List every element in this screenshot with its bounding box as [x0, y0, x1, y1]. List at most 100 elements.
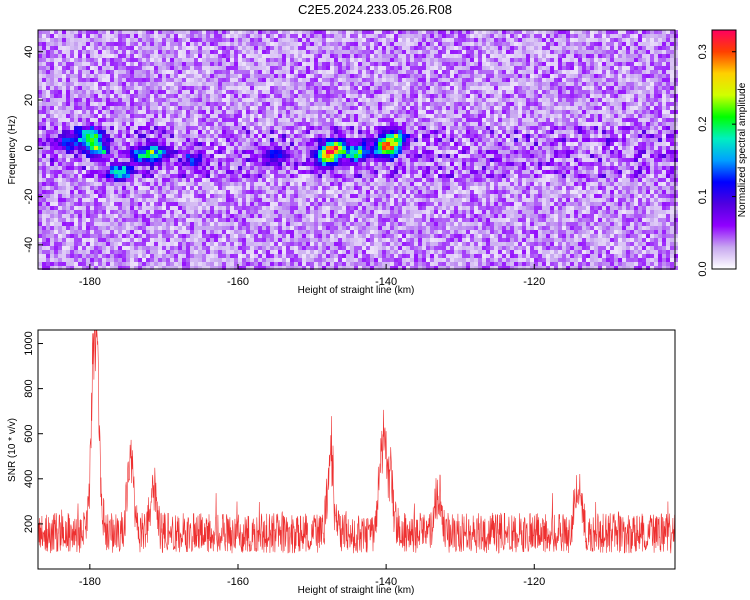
- heatmap-cell: [198, 266, 202, 270]
- heatmap-cell: [202, 250, 206, 254]
- heatmap-cell: [298, 98, 302, 102]
- heatmap-cell: [154, 254, 158, 258]
- heatmap-cell: [250, 154, 254, 158]
- heatmap-cell: [46, 86, 50, 90]
- heatmap-cell: [338, 102, 342, 106]
- heatmap-cell: [46, 78, 50, 82]
- heatmap-cell: [330, 82, 334, 86]
- heatmap-cell: [42, 126, 46, 130]
- heatmap-cell: [142, 230, 146, 234]
- heatmap-cell: [238, 154, 242, 158]
- heatmap-cell: [282, 38, 286, 42]
- heatmap-cell: [350, 138, 354, 142]
- heatmap-cell: [110, 182, 114, 186]
- heatmap-cell: [370, 34, 374, 38]
- heatmap-cell: [114, 226, 118, 230]
- heatmap-cell: [326, 30, 330, 34]
- heatmap-cell: [306, 214, 310, 218]
- heatmap-cell: [238, 38, 242, 42]
- heatmap-cell: [350, 202, 354, 206]
- heatmap-cell: [358, 202, 362, 206]
- heatmap-cell: [258, 242, 262, 246]
- heatmap-cell: [150, 242, 154, 246]
- heatmap-cell: [42, 174, 46, 178]
- heatmap-cell: [318, 150, 322, 154]
- heatmap-cell: [174, 118, 178, 122]
- heatmap-cell: [202, 46, 206, 50]
- heatmap-cell: [246, 58, 250, 62]
- heatmap-cell: [246, 154, 250, 158]
- heatmap-cell: [130, 122, 134, 126]
- heatmap-cell: [86, 78, 90, 82]
- heatmap-cell: [250, 62, 254, 66]
- heatmap-cell: [86, 46, 90, 50]
- heatmap-cell: [106, 238, 110, 242]
- heatmap-cell: [350, 154, 354, 158]
- heatmap-cell: [338, 58, 342, 62]
- heatmap-cell: [146, 42, 150, 46]
- heatmap-cell: [250, 150, 254, 154]
- heatmap-cell: [94, 242, 98, 246]
- heatmap-cell: [358, 210, 362, 214]
- heatmap-cell: [74, 222, 78, 226]
- heatmap-cell: [362, 130, 366, 134]
- heatmap-cell: [290, 54, 294, 58]
- heatmap-cell: [190, 206, 194, 210]
- heatmap-cell: [102, 174, 106, 178]
- heatmap-cell: [238, 34, 242, 38]
- heatmap-cell: [266, 46, 270, 50]
- heatmap-cell: [190, 138, 194, 142]
- heatmap-cell: [42, 38, 46, 42]
- heatmap-cell: [318, 206, 322, 210]
- heatmap-cell: [154, 58, 158, 62]
- heatmap-cell: [38, 62, 42, 66]
- heatmap-cell: [170, 262, 174, 266]
- heatmap-cell: [94, 138, 98, 142]
- heatmap-cell: [278, 182, 282, 186]
- heatmap-cell: [290, 134, 294, 138]
- heatmap-cell: [178, 206, 182, 210]
- heatmap-cell: [54, 78, 58, 82]
- heatmap-cell: [74, 218, 78, 222]
- heatmap-cell: [318, 162, 322, 166]
- heatmap-cell: [230, 186, 234, 190]
- heatmap-cell: [58, 90, 62, 94]
- heatmap-cell: [266, 82, 270, 86]
- heatmap-cell: [178, 130, 182, 134]
- heatmap-cell: [210, 106, 214, 110]
- heatmap-cell: [70, 82, 74, 86]
- heatmap-cell: [82, 86, 86, 90]
- heatmap-cell: [182, 214, 186, 218]
- heatmap-cell: [290, 226, 294, 230]
- heatmap-cell: [306, 250, 310, 254]
- heatmap-cell: [270, 34, 274, 38]
- heatmap-cell: [166, 46, 170, 50]
- heatmap-cell: [150, 230, 154, 234]
- heatmap-cell: [202, 190, 206, 194]
- heatmap-cell: [122, 186, 126, 190]
- heatmap-cell: [278, 34, 282, 38]
- heatmap-cell: [90, 142, 94, 146]
- heatmap-cell: [66, 190, 70, 194]
- heatmap-cell: [310, 110, 314, 114]
- heatmap-cell: [254, 58, 258, 62]
- heatmap-cell: [234, 126, 238, 130]
- heatmap-cell: [158, 234, 162, 238]
- heatmap-cell: [182, 114, 186, 118]
- heatmap-cell: [338, 226, 342, 230]
- heatmap-cell: [82, 214, 86, 218]
- heatmap-cell: [354, 182, 358, 186]
- heatmap-cell: [290, 210, 294, 214]
- heatmap-cell: [154, 242, 158, 246]
- heatmap-cell: [178, 54, 182, 58]
- heatmap-cell: [270, 194, 274, 198]
- heatmap-cell: [302, 74, 306, 78]
- heatmap-cell: [278, 98, 282, 102]
- heatmap-cell: [162, 130, 166, 134]
- heatmap-cell: [158, 162, 162, 166]
- heatmap-cell: [298, 198, 302, 202]
- heatmap-cell: [146, 222, 150, 226]
- heatmap-cell: [58, 262, 62, 266]
- heatmap-cell: [74, 242, 78, 246]
- heatmap-cell: [358, 142, 362, 146]
